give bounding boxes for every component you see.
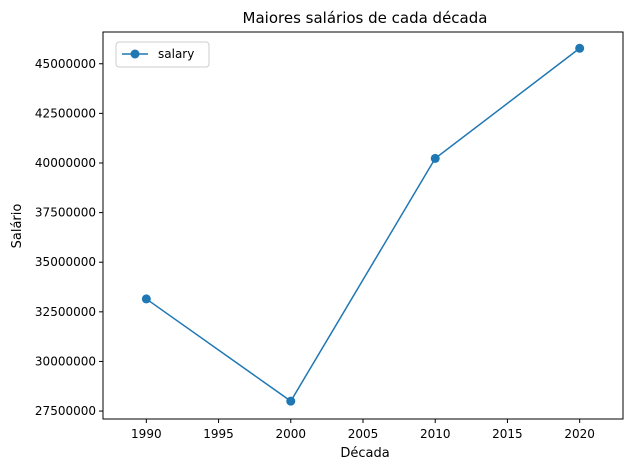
legend-label: salary [158, 47, 194, 61]
data-point [575, 43, 585, 53]
y-tick-label: 32500000 [35, 305, 96, 319]
data-point [430, 153, 440, 163]
x-tick-label: 2020 [564, 427, 595, 441]
plot-area: 1990 1995 2000 2005 2010 2015 2020 27500000 300… [35, 31, 624, 441]
y-axis-label: Salário [10, 204, 25, 249]
legend-marker [130, 49, 140, 59]
legend-box [115, 41, 210, 68]
series-layer [141, 43, 585, 406]
x-tick-label: 2010 [420, 427, 451, 441]
x-tick-label: 1990 [131, 427, 162, 441]
y-tick-label: 30000000 [35, 354, 96, 368]
chart-title: Maiores salários de cada década [243, 9, 488, 27]
x-axis-label: Década [340, 446, 389, 461]
y-tick-label: 42500000 [35, 106, 96, 120]
plot-frame [102, 31, 624, 420]
y-tick-label: 27500000 [35, 404, 96, 418]
y-tick-label: 35000000 [35, 255, 96, 269]
series-line [145, 47, 581, 403]
y-tick-label: 37500000 [35, 206, 96, 220]
x-tick-label: 2005 [348, 427, 379, 441]
data-point [286, 396, 296, 406]
y-axis: 27500000 30000000 32500000 35000000 37500000… [35, 57, 103, 418]
x-axis: 1990 1995 2000 2005 2010 2015 2020 [131, 419, 595, 441]
x-tick-label: 1995 [203, 427, 234, 441]
data-point [141, 294, 151, 304]
legend: salary [115, 41, 210, 68]
y-tick-label: 45000000 [35, 57, 96, 71]
y-tick-label: 40000000 [35, 156, 96, 170]
x-tick-label: 2015 [492, 427, 523, 441]
x-tick-label: 2000 [276, 427, 307, 441]
